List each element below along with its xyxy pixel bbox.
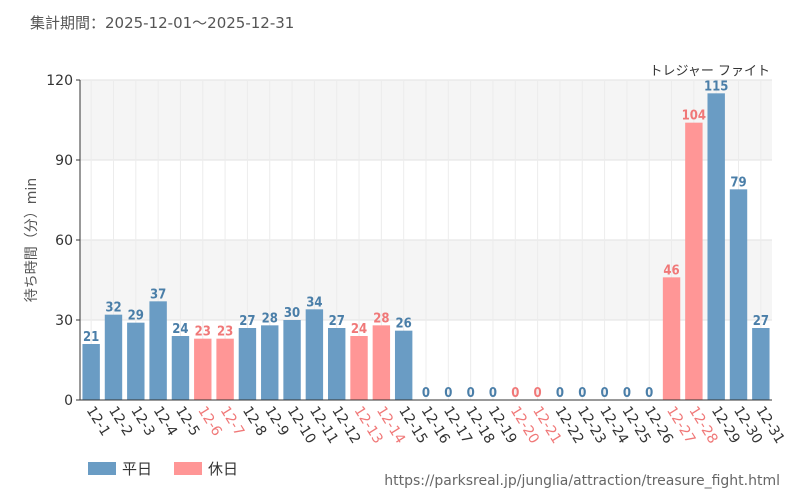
bar <box>350 336 368 400</box>
bar-value-label: 23 <box>217 325 233 340</box>
y-tick-label: 0 <box>64 393 73 409</box>
bar-value-label: 27 <box>329 314 345 329</box>
bar <box>328 328 346 400</box>
y-tick-label: 90 <box>55 153 73 169</box>
bar-value-label: 0 <box>556 386 564 401</box>
legend-label-holiday: 休日 <box>208 460 239 478</box>
bar-value-label: 0 <box>489 386 497 401</box>
bar-value-label: 46 <box>663 263 679 278</box>
bar-value-label: 0 <box>467 386 475 401</box>
bar-value-label: 79 <box>730 175 746 190</box>
y-tick-labels: 0 30 60 90 120 <box>46 73 80 409</box>
legend-swatch-weekday <box>88 462 116 475</box>
bar <box>752 328 770 400</box>
bar-value-label: 37 <box>150 287 166 302</box>
bar <box>283 320 301 400</box>
bar-value-label: 28 <box>373 311 389 326</box>
bar-value-label: 23 <box>195 325 211 340</box>
y-axis-label: 待ち時間（分）min <box>24 178 40 302</box>
bar <box>729 189 748 400</box>
bar-value-label: 32 <box>105 301 121 316</box>
bar <box>261 325 279 400</box>
bar-value-label: 0 <box>578 386 586 401</box>
bar-value-label: 0 <box>422 386 430 401</box>
bar-value-label: 24 <box>351 322 367 337</box>
bar-value-label: 0 <box>511 386 519 401</box>
bar-value-label: 0 <box>601 386 609 401</box>
chart-title: トレジャー ファイト <box>650 64 770 79</box>
bar <box>372 325 391 400</box>
legend-swatch-holiday <box>174 462 203 475</box>
bar-value-label: 27 <box>239 314 255 329</box>
y-tick-label: 60 <box>55 233 73 249</box>
x-tick-labels: 12-112-212-312-412-512-612-712-812-912-1… <box>83 404 788 447</box>
bar-value-label: 0 <box>645 386 653 401</box>
bar <box>127 322 145 400</box>
bar-value-label: 24 <box>172 322 188 337</box>
bar-value-label: 28 <box>262 311 278 326</box>
legend-item-holiday: 休日 <box>174 458 238 479</box>
source-url[interactable]: https://parksreal.jp/junglia/attraction/… <box>384 473 780 489</box>
bar-value-label: 30 <box>284 306 300 321</box>
y-tick-label: 30 <box>55 313 73 329</box>
bar-value-label: 21 <box>83 330 99 345</box>
bar-value-label: 115 <box>704 79 728 94</box>
bar-value-label: 27 <box>753 314 769 329</box>
bar <box>216 338 234 400</box>
bar-value-label: 29 <box>128 309 144 324</box>
bar <box>238 328 257 400</box>
period-label: 集計期間：2025-12-01～2025-12-31 <box>30 14 295 32</box>
legend-label-weekday: 平日 <box>122 460 153 478</box>
bar-value-label: 34 <box>306 295 322 310</box>
bar <box>707 93 725 400</box>
legend: 平日 休日 <box>88 458 260 479</box>
bar <box>149 301 167 400</box>
bar-value-label: 26 <box>396 317 412 332</box>
bar <box>194 338 212 400</box>
y-tick-label: 120 <box>46 73 73 89</box>
bar <box>394 330 413 400</box>
bar-value-label: 0 <box>623 386 631 401</box>
legend-item-weekday: 平日 <box>88 458 152 479</box>
bar-value-label: 0 <box>534 386 542 401</box>
bar <box>305 309 324 400</box>
bar-series <box>82 93 770 401</box>
bar-value-label: 104 <box>682 109 706 124</box>
bar <box>685 122 703 401</box>
bar-value-label: 0 <box>444 386 452 401</box>
bar <box>662 277 681 400</box>
bar <box>104 314 123 400</box>
bar <box>82 344 100 400</box>
bar <box>171 336 190 400</box>
